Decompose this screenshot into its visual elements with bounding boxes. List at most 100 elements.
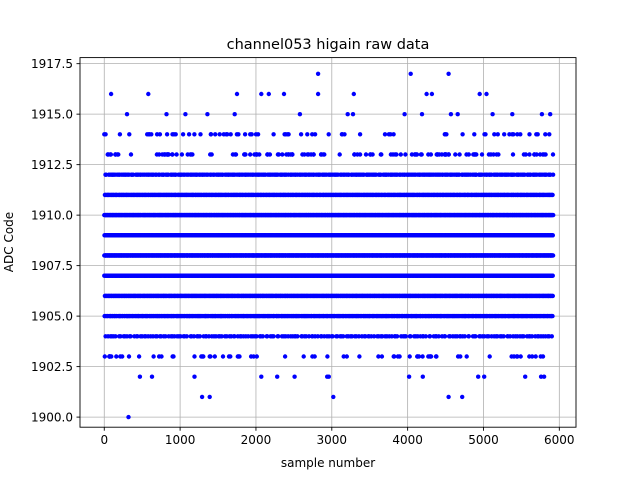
data-point [254, 354, 259, 359]
data-point [199, 354, 204, 359]
data-point [420, 354, 425, 359]
data-point [232, 334, 237, 339]
data-point [292, 374, 297, 379]
data-point [220, 354, 226, 359]
data-point [550, 253, 556, 258]
data-point [406, 374, 412, 379]
data-point [114, 354, 119, 359]
data-point [436, 334, 441, 339]
data-point [357, 354, 362, 359]
data-point [407, 354, 412, 359]
data-point [550, 273, 555, 278]
data-point [509, 354, 514, 359]
data-point [149, 374, 155, 379]
data-point [434, 354, 439, 359]
data-point [295, 334, 300, 339]
data-point [423, 334, 428, 339]
data-point [306, 334, 312, 339]
data-point [107, 354, 112, 359]
data-point [199, 394, 205, 400]
data-point [514, 354, 519, 359]
data-point [476, 374, 481, 379]
data-point [136, 354, 142, 359]
data-point [392, 354, 397, 359]
data-point [446, 394, 451, 400]
data-point [464, 354, 469, 359]
data-point [533, 354, 538, 359]
data-point [271, 334, 276, 339]
data-point [462, 334, 467, 339]
data-point [128, 334, 133, 339]
data-point [550, 293, 555, 299]
data-point [541, 374, 547, 379]
data-point [163, 334, 168, 339]
data-point [551, 212, 556, 218]
data-point [191, 334, 197, 339]
data-point [460, 394, 465, 400]
data-point [550, 313, 555, 319]
data-point [326, 374, 331, 379]
data-point [159, 354, 164, 359]
data-point [529, 334, 535, 339]
grid-lines [80, 57, 576, 428]
data-point [170, 354, 175, 359]
data-point [487, 354, 492, 359]
data-point [151, 354, 156, 359]
data-point [521, 334, 526, 339]
data-point [226, 354, 232, 359]
data-point [507, 334, 513, 339]
data-point [192, 374, 197, 379]
data-point [275, 374, 280, 379]
data-point [310, 354, 315, 359]
data-point [394, 334, 400, 339]
data-point [550, 233, 555, 238]
data-point [466, 334, 471, 339]
data-point [501, 334, 506, 339]
data-point [395, 354, 401, 359]
data-point [135, 334, 140, 339]
data-point [427, 334, 433, 339]
data-point [113, 334, 118, 339]
data-point [301, 354, 306, 359]
data-point [178, 334, 183, 339]
data-point [371, 334, 377, 339]
data-point [518, 354, 523, 359]
data-point [212, 354, 217, 359]
data-point [344, 354, 349, 359]
data-point [102, 354, 108, 359]
data-point [473, 334, 478, 339]
data-point [341, 354, 346, 359]
data-point [260, 334, 265, 339]
data-point [219, 334, 224, 339]
data-points [102, 71, 556, 420]
data-point [442, 334, 448, 339]
data-point [276, 334, 281, 339]
data-point [126, 354, 132, 359]
data-point [415, 354, 420, 359]
data-point [420, 374, 425, 379]
data-point [236, 354, 241, 359]
data-point [426, 354, 431, 359]
data-point [549, 334, 554, 339]
data-point [259, 374, 264, 379]
data-point [379, 354, 385, 359]
data-point [330, 334, 335, 339]
data-point [376, 354, 381, 359]
data-point [120, 354, 125, 359]
data-point [184, 334, 189, 339]
data-point [315, 334, 320, 339]
data-point [208, 354, 213, 359]
data-point [403, 334, 408, 339]
data-point [455, 354, 461, 359]
data-point [251, 354, 256, 359]
data-point [118, 334, 123, 339]
data-point [527, 354, 532, 359]
data-point [282, 354, 288, 359]
data-point [341, 334, 346, 339]
data-point [265, 334, 270, 339]
data-point [126, 414, 131, 420]
data-point [523, 374, 528, 379]
data-point [325, 354, 330, 359]
data-point [482, 374, 487, 379]
